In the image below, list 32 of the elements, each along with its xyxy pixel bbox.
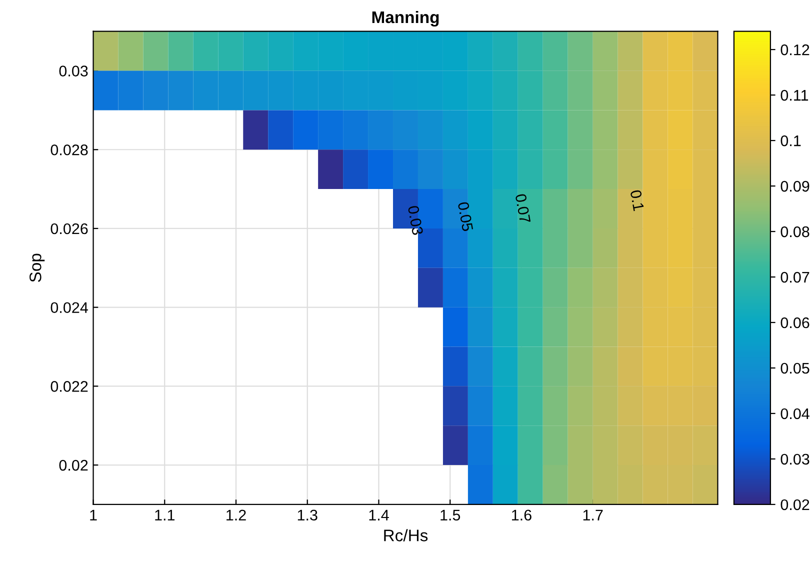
color-bar-label: 0.11 xyxy=(780,90,808,101)
color-bar-label: 0.03 xyxy=(780,454,810,465)
color-bar-label: 0.1 xyxy=(780,135,801,146)
x-tick-label: 1.5 xyxy=(440,510,460,521)
annotation: 0.1 xyxy=(630,190,644,212)
y-tick-label: 0.02 xyxy=(59,460,88,471)
y-tick-label: 0.028 xyxy=(50,144,88,156)
y-axis-title: Sop xyxy=(30,254,45,282)
y-tick-label: 0.03 xyxy=(59,66,88,76)
annotation: 0.07 xyxy=(515,194,531,224)
x-tick-label: 1.7 xyxy=(583,510,603,520)
y-tick-label: 0.026 xyxy=(50,223,88,234)
chart-title: Manning xyxy=(372,10,439,27)
x-tick-label: 1.3 xyxy=(298,510,318,521)
x-tick-label: 1.2 xyxy=(226,510,246,520)
color-bar-label: 0.08 xyxy=(780,226,810,238)
color-bar-label: 0.04 xyxy=(780,408,810,420)
color-bar-label: 0.02 xyxy=(780,499,810,510)
annotation: 0.03 xyxy=(408,205,424,236)
x-tick-label: 1.1 xyxy=(155,510,175,520)
color-bar-label: 0.06 xyxy=(780,317,810,328)
y-tick-label: 0.022 xyxy=(50,381,88,392)
color-bar-label: 0.09 xyxy=(780,180,810,192)
x-axis-title: Rc/Hs xyxy=(384,529,428,542)
y-tick-label: 0.024 xyxy=(50,302,88,314)
x-tick-label: 1.4 xyxy=(369,510,389,520)
x-tick-label: 1 xyxy=(90,510,97,520)
color-bar-label: 0.05 xyxy=(780,362,810,374)
x-tick-label: 1.6 xyxy=(512,510,532,521)
annotation: 0.05 xyxy=(458,202,474,232)
color-bar-label: 0.12 xyxy=(780,44,810,56)
color-bar-label: 0.07 xyxy=(780,272,810,283)
